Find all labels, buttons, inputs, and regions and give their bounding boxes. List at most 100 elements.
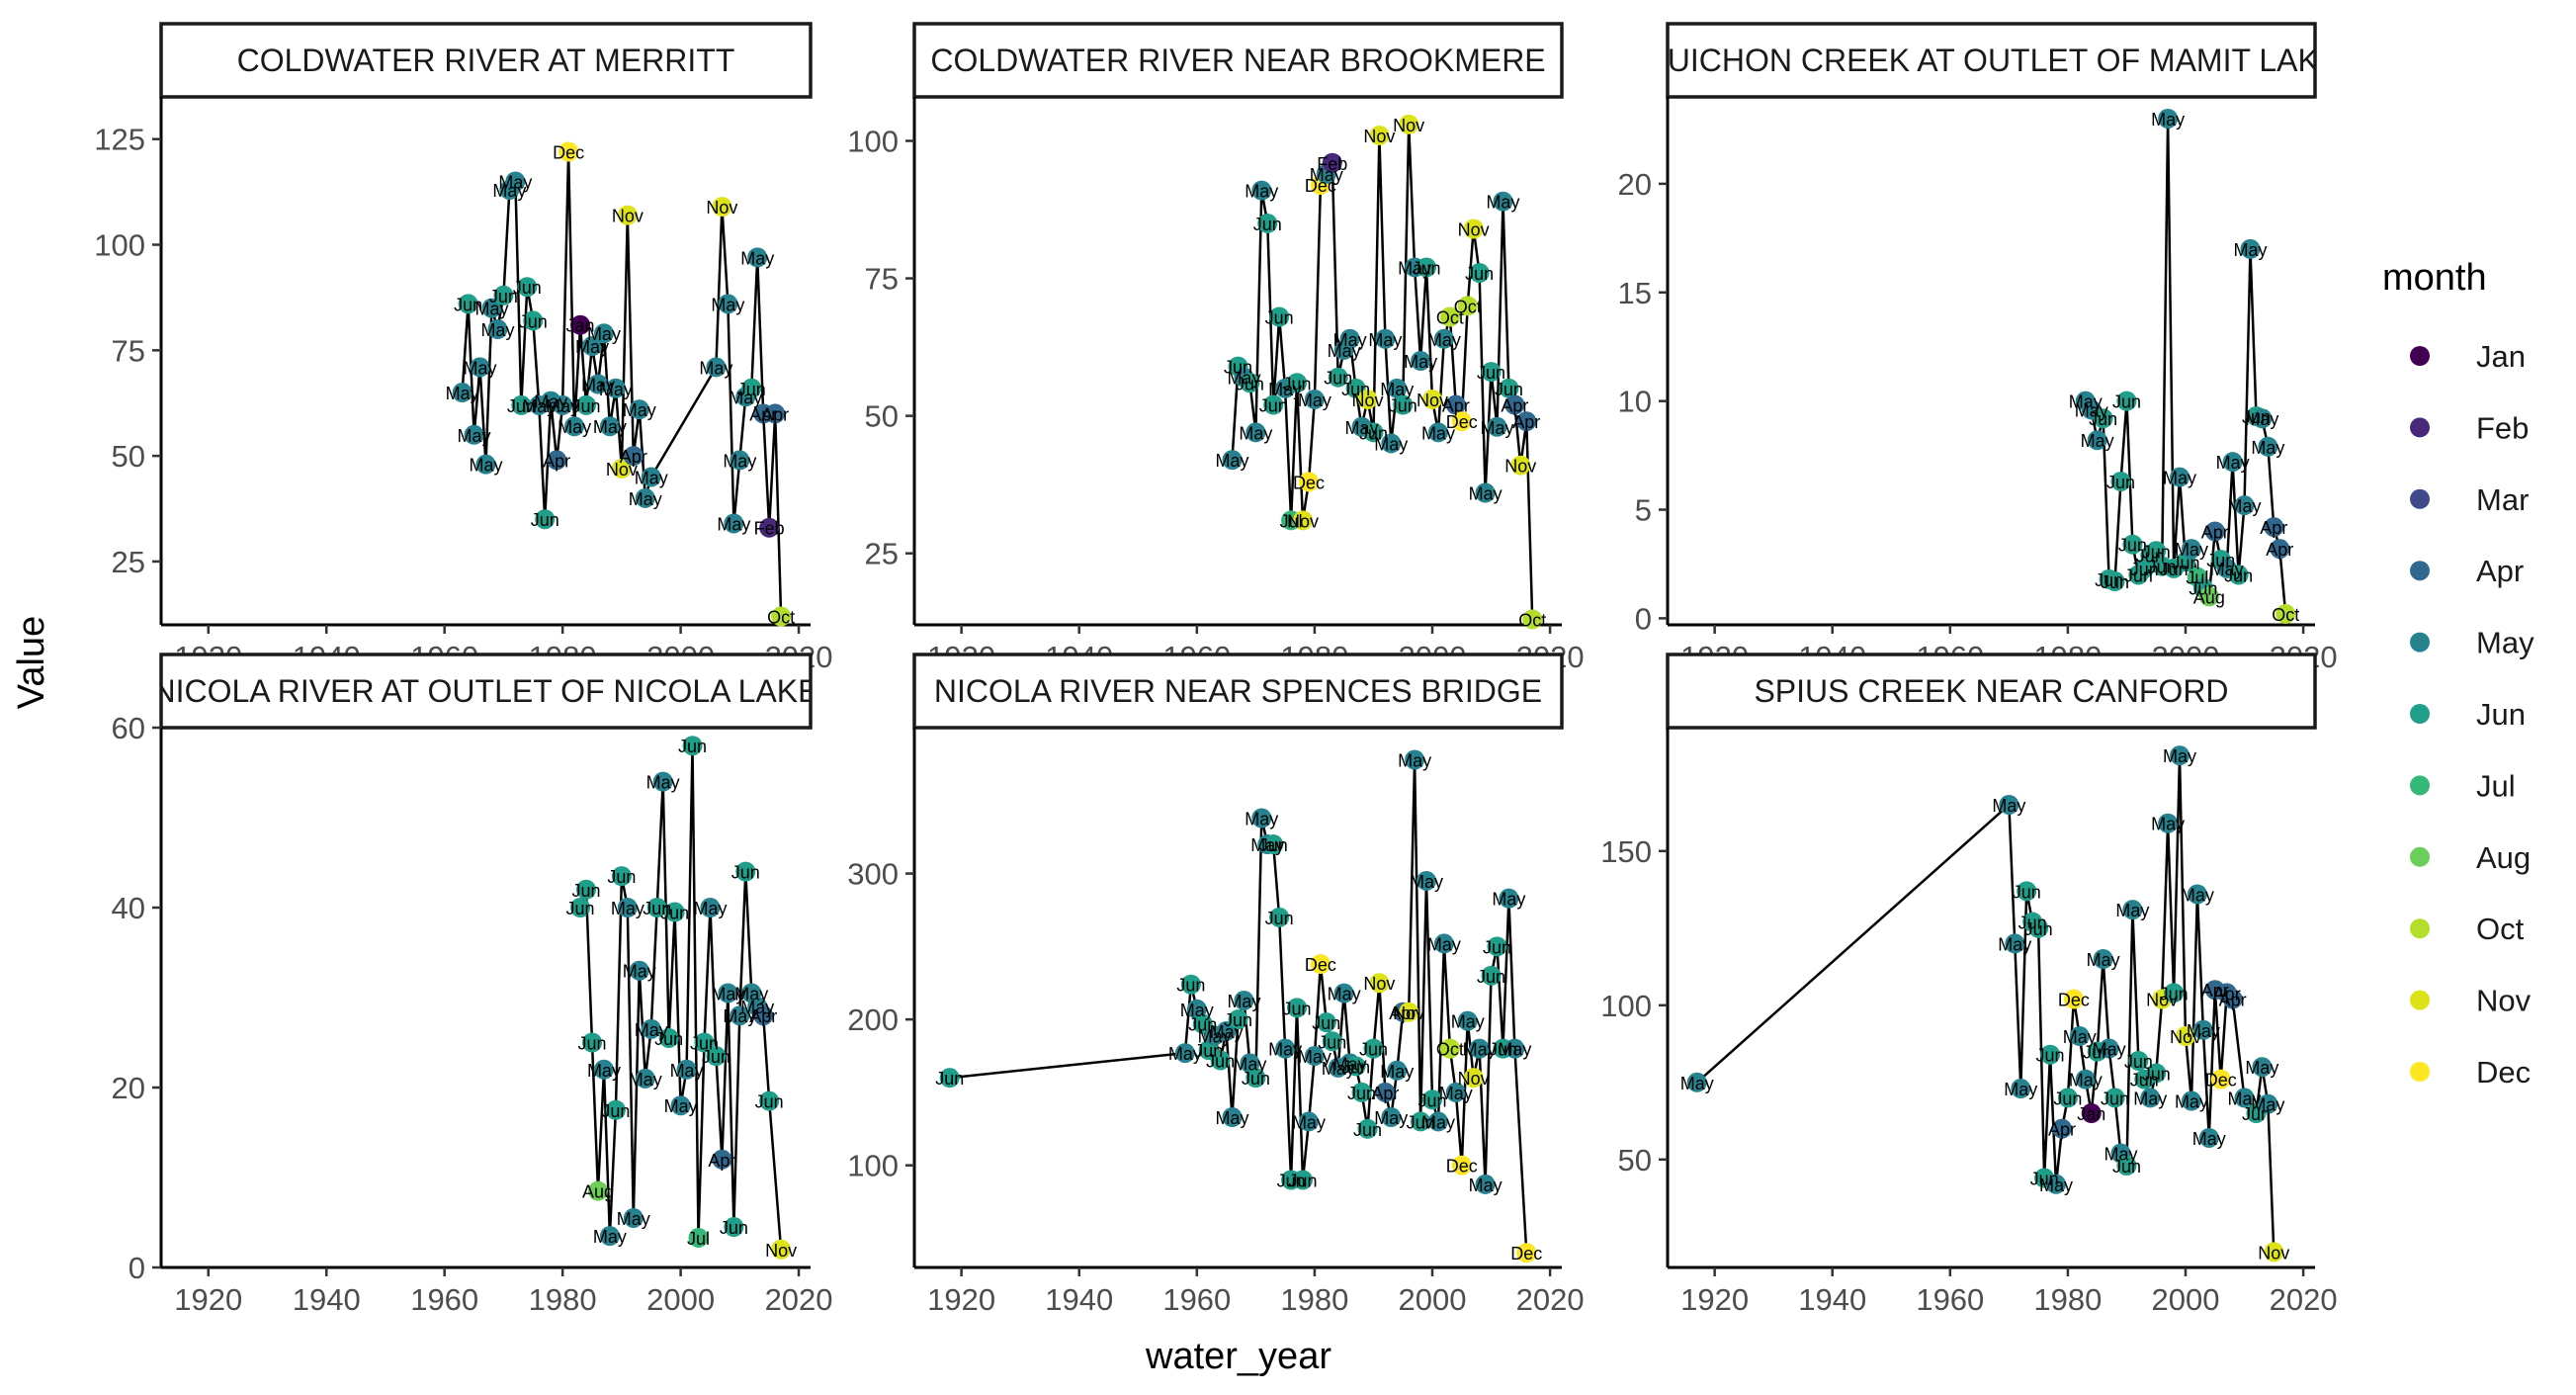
data-label: Jun (678, 737, 707, 756)
data-label: May (729, 388, 762, 407)
data-point (605, 1099, 626, 1120)
data-label: Jun (1176, 976, 1205, 996)
data-label: Dec (2205, 1071, 2237, 1090)
data-label: May (2104, 1145, 2137, 1165)
data-label: Apr (2219, 991, 2247, 1010)
x-tick-label: 2000 (2152, 1282, 2220, 1317)
data-label: Jun (1283, 999, 1312, 1018)
data-label: May (1427, 934, 1461, 954)
data-label: May (2115, 901, 2149, 920)
data-point (493, 285, 514, 305)
facet-strip (159, 22, 813, 99)
data-point (1363, 422, 1384, 443)
data-point (2192, 1019, 2213, 1040)
data-point (570, 898, 591, 917)
data-label: May (474, 300, 508, 319)
data-label: May (2192, 1129, 2226, 1149)
legend-label: Jul (2476, 768, 2516, 803)
data-label: Jun (1341, 380, 1370, 399)
data-point (2028, 917, 2049, 938)
legend-label: Oct (2476, 912, 2525, 946)
facet-strip (912, 653, 1564, 730)
data-point (2040, 1044, 2061, 1065)
data-point (2069, 1026, 2090, 1046)
series-line (1231, 124, 1534, 620)
data-label: Jun (2148, 558, 2177, 577)
data-point (1287, 998, 1308, 1018)
y-tick-label: 50 (112, 439, 145, 474)
data-label: May (2087, 950, 2120, 970)
data-label: May (1233, 1054, 1266, 1074)
data-label: Apr (620, 447, 647, 467)
data-label: Apr (2260, 518, 2287, 538)
data-label: May (2004, 1080, 2037, 1099)
data-label: May (711, 295, 744, 314)
data-label: Apr (2201, 523, 2229, 543)
data-point (1393, 394, 1414, 415)
data-point (1417, 870, 1437, 891)
data-label: Feb (1317, 154, 1347, 174)
data-point (2222, 452, 2243, 473)
data-point (2252, 1057, 2273, 1078)
data-label: May (1451, 1012, 1485, 1032)
facet-strip-label: NICOLA RIVER NEAR SPENCES BRIDGE (934, 673, 1542, 709)
data-label: Jun (2224, 566, 2253, 585)
data-point (1516, 1243, 1537, 1264)
data-label: Jul (1280, 511, 1303, 531)
data-label: May (1998, 934, 2031, 954)
legend-label: Feb (2476, 410, 2529, 445)
data-point (1328, 367, 1348, 388)
y-tick-label: 20 (112, 1071, 145, 1105)
data-point (1499, 888, 1519, 909)
data-label: Nov (1393, 1003, 1424, 1023)
data-point (1475, 1174, 1496, 1194)
data-point (1333, 983, 1354, 1003)
data-label: May (480, 320, 514, 340)
data-label: Nov (1287, 511, 1319, 531)
data-label: May (2216, 453, 2250, 473)
x-tick-label: 1920 (1680, 1282, 1749, 1317)
facet-panel: COLDWATER RIVER NEAR BROOKMERE2550751001… (847, 22, 1585, 674)
y-axis-title: Value (11, 616, 52, 709)
data-label: Jun (2206, 551, 2235, 570)
data-point (1469, 1038, 1490, 1059)
data-label: Apr (2266, 540, 2293, 560)
data-point (1381, 433, 1402, 454)
data-point (553, 394, 573, 415)
data-point (724, 1217, 744, 1238)
data-point (700, 898, 721, 917)
data-point (712, 197, 732, 218)
data-point (617, 205, 638, 225)
data-point (481, 298, 502, 318)
data-label: May (1486, 193, 1519, 213)
data-point (747, 247, 768, 268)
legend-key (2410, 417, 2430, 438)
data-point (1381, 1107, 1402, 1128)
data-point (1457, 296, 1478, 316)
x-tick-label: 1920 (927, 1282, 995, 1317)
data-label: Oct (1518, 610, 1546, 630)
data-point (641, 1018, 661, 1039)
data-point (2252, 408, 2273, 429)
data-point (1245, 1068, 1266, 1089)
data-point (1445, 1082, 1466, 1102)
data-point (2116, 1156, 2137, 1177)
data-label: Jun (2018, 914, 2047, 933)
data-label: May (623, 962, 656, 982)
facet-strip-label: GUICHON CREEK AT OUTLET OF MAMIT LAKE (1643, 43, 2340, 78)
facet-strip-label: COLDWATER RIVER AT MERRITT (237, 43, 735, 78)
legend-key (2410, 488, 2430, 509)
data-label: May (446, 384, 479, 403)
data-label: Nov (765, 1241, 797, 1261)
data-point (1422, 1090, 1442, 1110)
data-label: May (1227, 369, 1260, 389)
data-label: May (629, 1070, 662, 1090)
data-point (1310, 954, 1331, 975)
data-label: Apr (2201, 981, 2229, 1001)
data-label: Jun (1483, 937, 1511, 957)
data-label: Jun (1265, 909, 1294, 928)
legend-key (2410, 1062, 2430, 1082)
data-label: May (2187, 1021, 2220, 1041)
data-label: May (1380, 380, 1414, 399)
